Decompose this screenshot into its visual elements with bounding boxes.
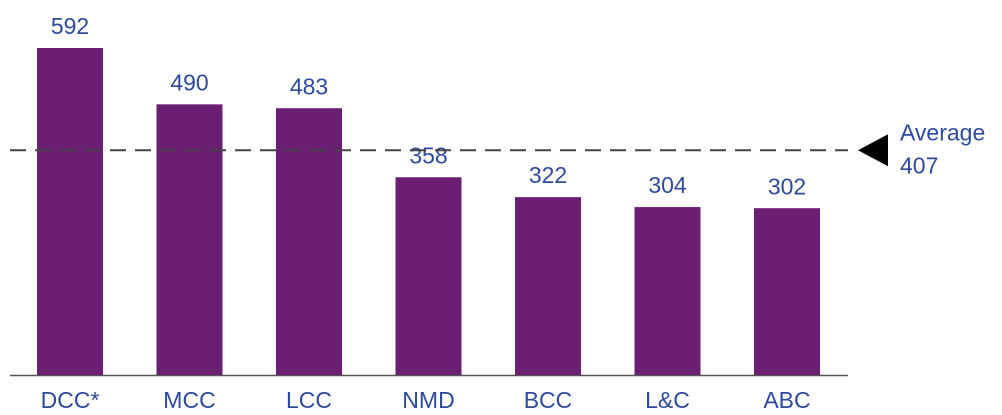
bar — [754, 208, 820, 375]
x-tick-label: ABC — [763, 387, 810, 413]
value-label: 483 — [290, 73, 328, 99]
average-arrow — [858, 134, 888, 167]
value-label: 490 — [170, 69, 208, 95]
value-label: 322 — [529, 162, 567, 188]
value-label: 304 — [648, 172, 687, 198]
x-tick-label: MCC — [163, 387, 215, 413]
bar — [276, 108, 342, 376]
average-value: 407 — [900, 152, 938, 178]
value-label: 592 — [51, 13, 89, 39]
value-label: 358 — [409, 142, 447, 168]
bar — [395, 177, 462, 375]
bar — [515, 197, 581, 375]
bar — [37, 48, 103, 375]
x-tick-label: DCC* — [41, 387, 100, 413]
x-tick-label: NMD — [402, 387, 454, 413]
x-tick-label: L&C — [645, 387, 690, 413]
x-tick-label: BCC — [524, 387, 573, 413]
value-label: 302 — [768, 173, 806, 199]
average-label: Average — [900, 119, 985, 145]
bar — [634, 207, 701, 375]
x-tick-label: LCC — [286, 387, 332, 413]
bar — [156, 104, 223, 375]
